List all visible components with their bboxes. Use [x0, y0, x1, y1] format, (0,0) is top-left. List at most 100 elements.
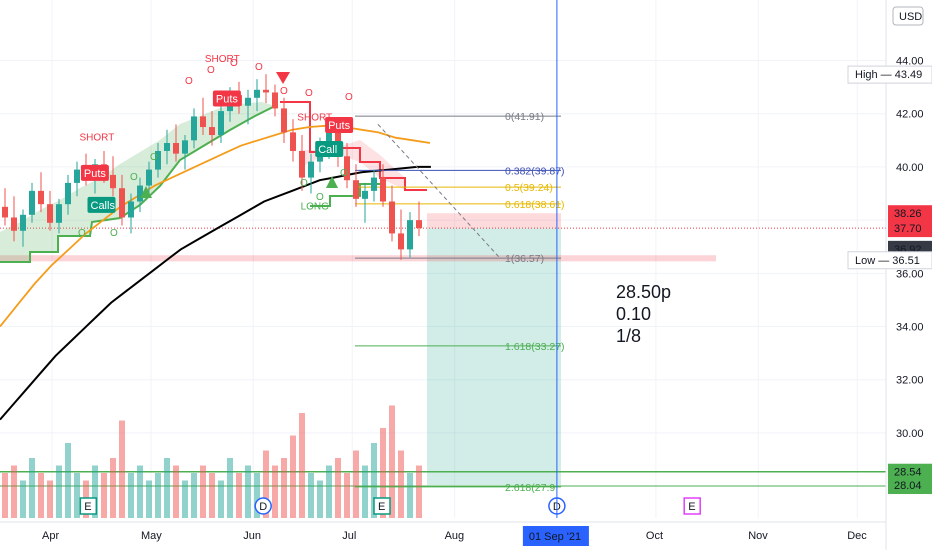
stop-zone	[427, 213, 561, 229]
price-badge-box	[847, 65, 932, 84]
volume-bar	[263, 450, 269, 518]
price-tick-label: 42.00	[896, 109, 924, 121]
candle-body	[362, 190, 368, 199]
signal-badge	[87, 196, 116, 213]
price-badge-label: High — 43.49	[855, 69, 922, 81]
candle-body	[191, 116, 197, 141]
signal-dot: O	[300, 178, 308, 189]
signal-dot: O	[230, 58, 238, 69]
candle-body	[173, 143, 179, 154]
price-tick-label: 40.00	[896, 162, 924, 174]
volume-bar	[92, 465, 98, 518]
candle-body	[56, 204, 62, 223]
volume-bar	[245, 465, 251, 518]
signal-label: SHORT	[297, 112, 332, 123]
volume-bar	[398, 450, 404, 518]
volume-bar	[56, 465, 62, 518]
time-tick-label: May	[141, 530, 162, 542]
volume-bar	[272, 465, 278, 518]
volume-bar	[110, 458, 116, 518]
fib-label: 1.618(33.27)	[505, 341, 565, 353]
price-badge-value: 28.04	[894, 480, 922, 492]
fib-label: 2.618(27.9	[505, 482, 555, 494]
fib-label: 0(41.91)	[505, 111, 544, 123]
volume-bar	[200, 465, 206, 518]
candle-body	[110, 174, 116, 189]
candle-body	[389, 201, 395, 234]
candle-body	[47, 204, 53, 223]
signals: SHORT SHORT SHORT LONG Puts Calls Puts Puts Call…	[78, 54, 354, 239]
signal-dot: O	[280, 86, 288, 97]
fib-levels: 0(41.91) 0.382(39.87) 0.5(39.24) 0.618(38.6…	[355, 111, 565, 494]
volume-bar	[38, 473, 44, 518]
price-badge-box	[888, 220, 932, 238]
volume-bar	[164, 458, 170, 518]
candle-body	[380, 177, 386, 202]
volume-bar	[380, 428, 386, 518]
signal-dot: O	[78, 228, 86, 239]
earnings-marker	[79, 497, 98, 515]
event-marker-text: D	[259, 501, 267, 513]
signal-label: SHORT	[205, 54, 240, 65]
candle-body	[200, 116, 206, 128]
volume-bar	[191, 473, 197, 518]
dividend-marker	[254, 497, 272, 515]
candle-body	[254, 89, 260, 98]
volume-bar	[182, 480, 188, 518]
volume-bar	[299, 413, 305, 518]
time-tick-label: Dec	[847, 530, 867, 542]
fib-trend-line	[377, 124, 501, 259]
volume-bar	[20, 480, 26, 518]
candle-body	[155, 150, 161, 170]
currency-box	[892, 6, 924, 26]
time-axis[interactable]: Apr May Jun Jul Aug Oct Nov Dec 01 Sep '21	[0, 521, 886, 546]
price-tick-label: 30.00	[896, 428, 924, 440]
candle-body	[344, 156, 350, 181]
sma-orange-line	[0, 124, 431, 328]
volume-bar	[29, 458, 35, 518]
volume-bar	[362, 465, 368, 518]
signal-badge-text: Calls	[91, 200, 116, 212]
candle-body	[137, 185, 143, 202]
volume-bar	[254, 473, 260, 518]
signal-badge-text: Puts	[84, 168, 107, 180]
signal-badge	[325, 117, 354, 134]
date-cursor-label: 01 Sep '21	[529, 531, 581, 543]
signal-badge-text: Call	[318, 144, 337, 156]
candle-body	[272, 92, 278, 109]
candle-body	[353, 180, 359, 199]
currency-label: USD	[899, 11, 922, 23]
candle-body	[263, 89, 269, 93]
grid	[0, 0, 886, 518]
volume-bar	[353, 450, 359, 518]
sell-triangle	[276, 72, 290, 84]
price-badge-value: 28.54	[894, 467, 922, 479]
moving-averages	[0, 124, 431, 421]
candle-body	[20, 214, 26, 231]
signal-badge	[212, 90, 241, 107]
signal-badge-text: Puts	[328, 120, 351, 132]
candle-body	[2, 206, 8, 218]
event-marker-text: E	[378, 501, 385, 513]
volume-bar	[128, 473, 134, 518]
candle-body	[29, 190, 35, 215]
candle-body	[416, 220, 422, 229]
fib-label: 0.5(39.24)	[505, 182, 553, 194]
volume-bar	[209, 473, 215, 518]
annotation-text: 0.10	[616, 304, 651, 324]
signal-dot: O	[305, 88, 313, 99]
time-tick-label: Aug	[445, 530, 465, 542]
volume-bars	[2, 405, 422, 518]
price-badge-box	[888, 477, 932, 495]
signal-dot: O	[316, 192, 324, 203]
event-marker-text: E	[84, 501, 91, 513]
candle-body	[182, 140, 188, 154]
candle-body	[65, 182, 71, 205]
signal-label: SHORT	[80, 132, 115, 143]
volume-bar	[290, 435, 296, 518]
annotation-text: 1/8	[616, 326, 641, 346]
